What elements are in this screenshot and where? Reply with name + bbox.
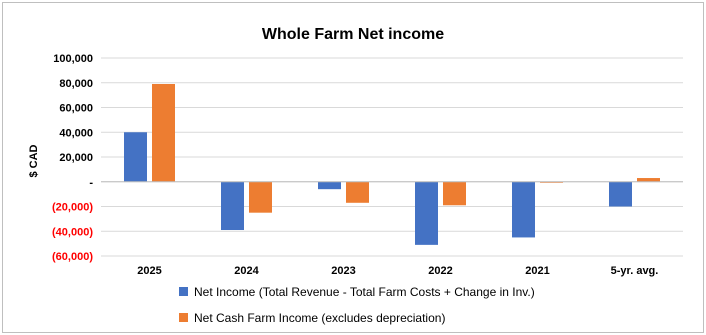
bar-net-income	[415, 181, 438, 245]
bar-net-cash-farm-income	[637, 178, 660, 182]
y-tick-label: -	[89, 177, 93, 189]
y-tick-labels: 100,000 80,000 60,000 40,000 20,000 - (20,000)…	[52, 53, 93, 263]
legend-label: Net Cash Farm Income (excludes depreciat…	[194, 311, 445, 325]
y-tick-label: (20,000)	[52, 202, 93, 214]
x-tick-label: 5-yr. avg.	[611, 265, 659, 277]
bar-net-income	[124, 132, 147, 182]
y-tick-label: 40,000	[59, 127, 93, 139]
bar-net-income	[318, 181, 341, 190]
x-tick-label: 2024	[234, 265, 259, 277]
y-tick-label: (60,000)	[52, 251, 93, 263]
legend: Net Income (Total Revenue - Total Farm C…	[179, 285, 535, 325]
x-tick-label: 2021	[525, 265, 549, 277]
x-tick-label: 2022	[428, 265, 452, 277]
y-tick-label: 60,000	[59, 103, 93, 115]
x-tick-label: 2023	[331, 265, 355, 277]
bar-net-cash-farm-income	[249, 181, 272, 213]
y-tick-label: 100,000	[53, 53, 93, 65]
legend-swatch	[179, 287, 188, 296]
bar-net-income	[512, 181, 535, 238]
bar-net-cash-farm-income	[443, 181, 466, 206]
bar-chart: Whole Farm Net income $ CAD 100,000 80,00…	[28, 26, 683, 325]
bar-net-income	[221, 181, 244, 231]
gridlines	[101, 57, 683, 257]
x-tick-label: 2025	[137, 265, 161, 277]
y-tick-label: 20,000	[59, 152, 93, 164]
legend-swatch	[179, 313, 188, 322]
y-tick-label: 80,000	[59, 78, 93, 90]
chart-title: Whole Farm Net income	[262, 26, 444, 43]
y-axis-title: $ CAD	[28, 144, 40, 177]
legend-label: Net Income (Total Revenue - Total Farm C…	[194, 285, 535, 299]
bar-net-income	[609, 181, 632, 207]
bar-net-cash-farm-income	[346, 181, 369, 203]
y-tick-label: (40,000)	[52, 226, 93, 238]
bar-net-cash-farm-income	[152, 83, 175, 182]
x-tick-labels: 2025 2024 2023 2022 2021 5-yr. avg.	[137, 265, 658, 277]
bars	[124, 83, 660, 245]
